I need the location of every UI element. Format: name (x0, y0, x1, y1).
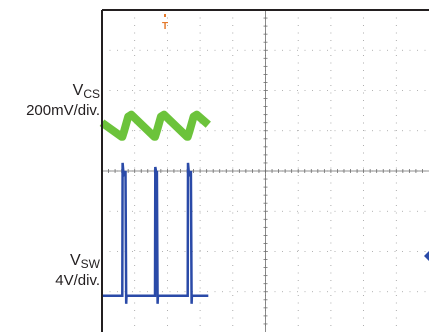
vsw-scale: 4V/div. (55, 271, 100, 289)
display-frame (101, 9, 429, 332)
vcs-subscript: CS (83, 87, 100, 101)
vcs-scale: 200mV/div. (26, 101, 100, 119)
graticule (101, 9, 429, 332)
trigger-marker-glyph: T (162, 21, 168, 32)
vsw-subscript: SW (80, 257, 100, 271)
vsw-trace (102, 162, 209, 304)
reference-marker (424, 251, 429, 261)
vsw-channel-label: VSW 4V/div. (55, 252, 100, 289)
vcs-name: V (72, 82, 84, 99)
trigger-marker: T (162, 14, 168, 32)
vsw-name: V (69, 252, 81, 269)
vcs-channel-label: VCS 200mV/div. (26, 82, 100, 119)
vcs-trace (99, 110, 211, 141)
